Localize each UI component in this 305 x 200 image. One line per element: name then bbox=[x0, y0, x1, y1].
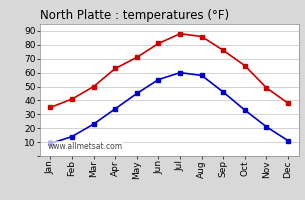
Text: North Platte : temperatures (°F): North Platte : temperatures (°F) bbox=[40, 9, 229, 22]
Text: www.allmetsat.com: www.allmetsat.com bbox=[47, 142, 123, 151]
